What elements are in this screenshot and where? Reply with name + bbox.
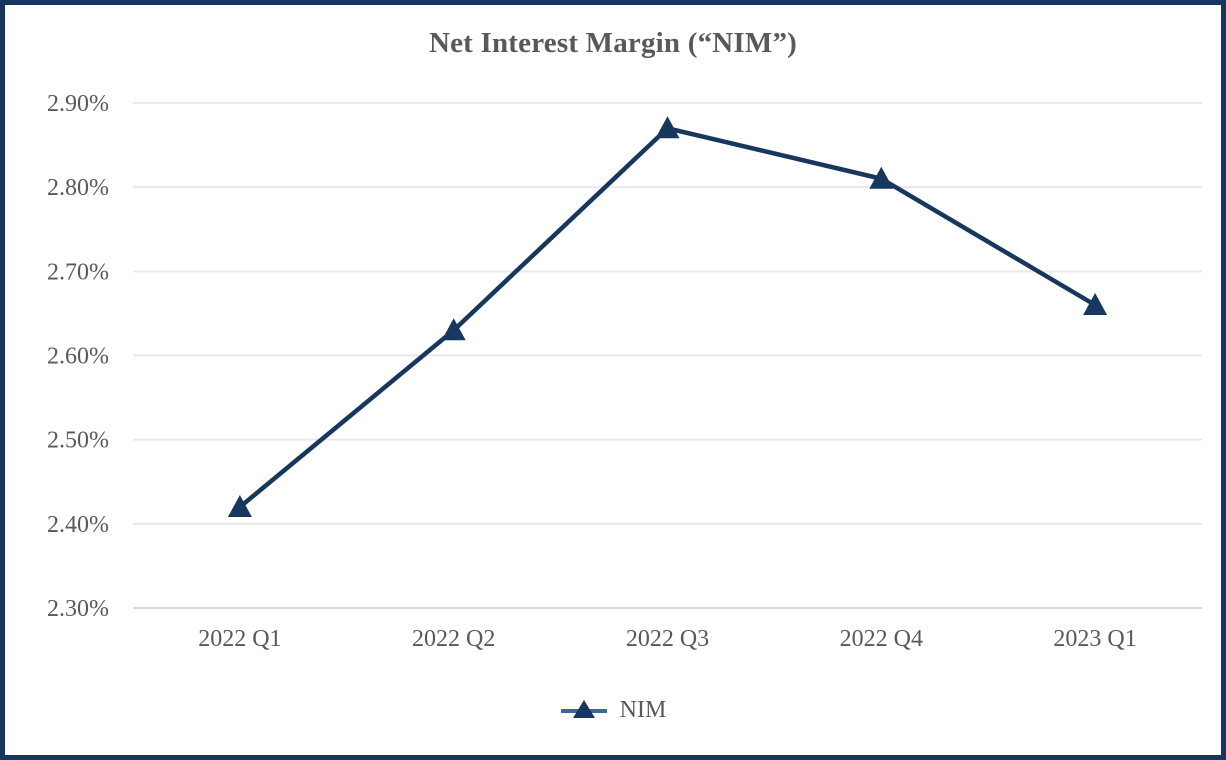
legend-nim-marker-icon <box>560 700 607 718</box>
chart-title: Net Interest Margin (“NIM”) <box>428 27 798 59</box>
nim-data-point-marker <box>441 318 466 341</box>
legend-triangle-marker-icon <box>572 700 595 718</box>
y-axis-tick-label: 2.80% <box>47 175 109 201</box>
nim-data-point-marker <box>227 495 252 517</box>
y-axis-tick-label: 2.40% <box>47 512 109 538</box>
y-axis-tick-label: 2.50% <box>47 428 109 454</box>
line-chart-plot-area: 2.90% 2.80% 2.70% 2.60% 2.50% 2.40% 2.30% 2022 … <box>47 91 1202 652</box>
nim-data-point-marker <box>655 116 680 139</box>
x-axis-tick-label: 2022 Q3 <box>626 626 709 652</box>
nim-data-point-marker <box>1083 293 1108 315</box>
nim-data-point-marker <box>869 166 894 189</box>
y-axis-tick-label: 2.30% <box>47 596 109 622</box>
nim-series-line <box>237 126 1098 510</box>
x-axis-tick-label: 2022 Q4 <box>840 626 923 652</box>
x-axis-tick-label: 2022 Q1 <box>198 626 281 652</box>
legend: NIM <box>5 695 1221 725</box>
legend-label: NIM <box>619 697 667 723</box>
y-axis-tick-label: 2.90% <box>47 91 109 117</box>
y-axis-tick-label: 2.70% <box>47 259 109 285</box>
y-axis-tick-label: 2.60% <box>47 344 109 370</box>
x-axis-tick-label: 2023 Q1 <box>1053 626 1136 652</box>
x-axis-tick-label: 2022 Q2 <box>412 626 495 652</box>
